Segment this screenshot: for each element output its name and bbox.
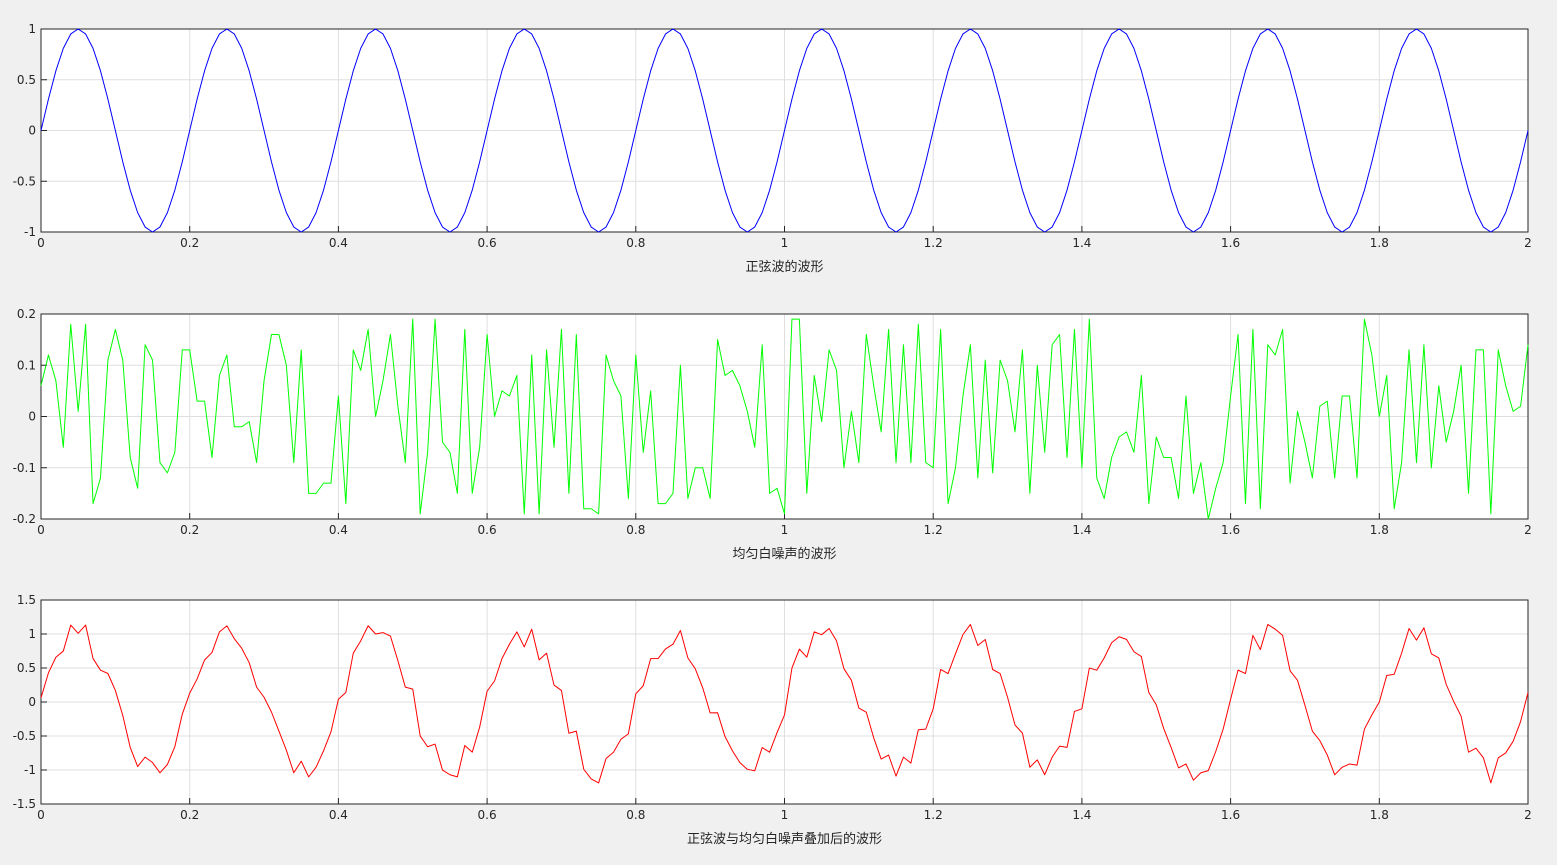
y-tick-label: -0.2 [13, 512, 36, 526]
x-tick-label: 1.4 [1072, 808, 1091, 822]
x-tick-label: 0 [37, 523, 45, 537]
x-tick-label: 2 [1524, 236, 1532, 250]
x-tick-label: 1 [781, 236, 789, 250]
axes: 0 0.2 0.4 0.6 0.8 1 1.2 1.4 1.6 1.8 2 -1.5 -1 -0.5 0 0.… [13, 593, 1532, 847]
y-tick-label: 0 [28, 410, 36, 424]
y-tick-label: 1.5 [17, 593, 36, 607]
axes: 0 0.2 0.4 0.6 0.8 1 1.2 1.4 1.6 1.8 2 -1 -0.5 0 0.5 1 正弦… [13, 22, 1532, 275]
x-axis-label: 均匀白噪声的波形 [732, 546, 836, 562]
x-tick-label: 1.2 [924, 236, 943, 250]
x-tick-label: 0 [37, 236, 45, 250]
y-tick-label: -1 [24, 225, 36, 239]
x-tick-label: 0.8 [626, 523, 645, 537]
y-tick-label: 1 [28, 22, 36, 36]
axes-box [40, 313, 1529, 520]
y-tick-label: 0.2 [17, 307, 36, 321]
x-tick-label: 1.6 [1221, 808, 1240, 822]
x-tick-label: 2 [1524, 523, 1532, 537]
y-tick-label: 0.1 [17, 358, 36, 372]
y-tick-label: 0.5 [17, 661, 36, 675]
x-tick-label: 1.2 [924, 808, 943, 822]
y-tick-label: -0.1 [13, 461, 36, 475]
x-tick-label: 0.2 [180, 236, 199, 250]
x-tick-label: 0.2 [180, 523, 199, 537]
x-tick-label: 1.6 [1221, 523, 1240, 537]
y-tick-label: 1 [28, 627, 36, 641]
x-tick-label: 0.6 [478, 523, 497, 537]
x-tick-label: 1.2 [924, 523, 943, 537]
x-axis-label: 正弦波与均匀白噪声叠加后的波形 [687, 831, 882, 847]
x-tick-label: 0.2 [180, 808, 199, 822]
x-tick-label: 0.8 [626, 808, 645, 822]
x-tick-label: 1.8 [1370, 236, 1389, 250]
data-line [40, 28, 1529, 233]
y-tick-label: 0 [28, 124, 36, 138]
x-tick-label: 0 [37, 808, 45, 822]
x-tick-label: 1 [781, 523, 789, 537]
x-tick-label: 1.8 [1370, 523, 1389, 537]
x-tick-label: 0.8 [626, 236, 645, 250]
x-axis-label: 正弦波的波形 [745, 259, 823, 275]
x-tick-label: 1.6 [1221, 236, 1240, 250]
x-tick-label: 1 [781, 808, 789, 822]
y-tick-label: 0.5 [17, 73, 36, 87]
y-tick-label: 0 [28, 695, 36, 709]
x-tick-label: 1.4 [1072, 236, 1091, 250]
y-tick-label: -1.5 [13, 797, 36, 811]
x-tick-label: 0.4 [329, 236, 348, 250]
axes: 0 0.2 0.4 0.6 0.8 1 1.2 1.4 1.6 1.8 2 -0.2 -0.1 0 0.1 0… [13, 307, 1532, 562]
x-tick-label: 0.4 [329, 808, 348, 822]
y-tick-label: -0.5 [13, 174, 36, 188]
axes-box [40, 599, 1529, 805]
x-tick-label: 0.6 [478, 808, 497, 822]
data-line [40, 623, 1529, 784]
x-tick-label: 2 [1524, 808, 1532, 822]
y-tick-label: -1 [24, 763, 36, 777]
x-tick-label: 0.6 [478, 236, 497, 250]
x-tick-label: 0.4 [329, 523, 348, 537]
x-tick-label: 1.4 [1072, 523, 1091, 537]
data-line [40, 318, 1529, 520]
y-tick-label: -0.5 [13, 729, 36, 743]
x-tick-label: 1.8 [1370, 808, 1389, 822]
